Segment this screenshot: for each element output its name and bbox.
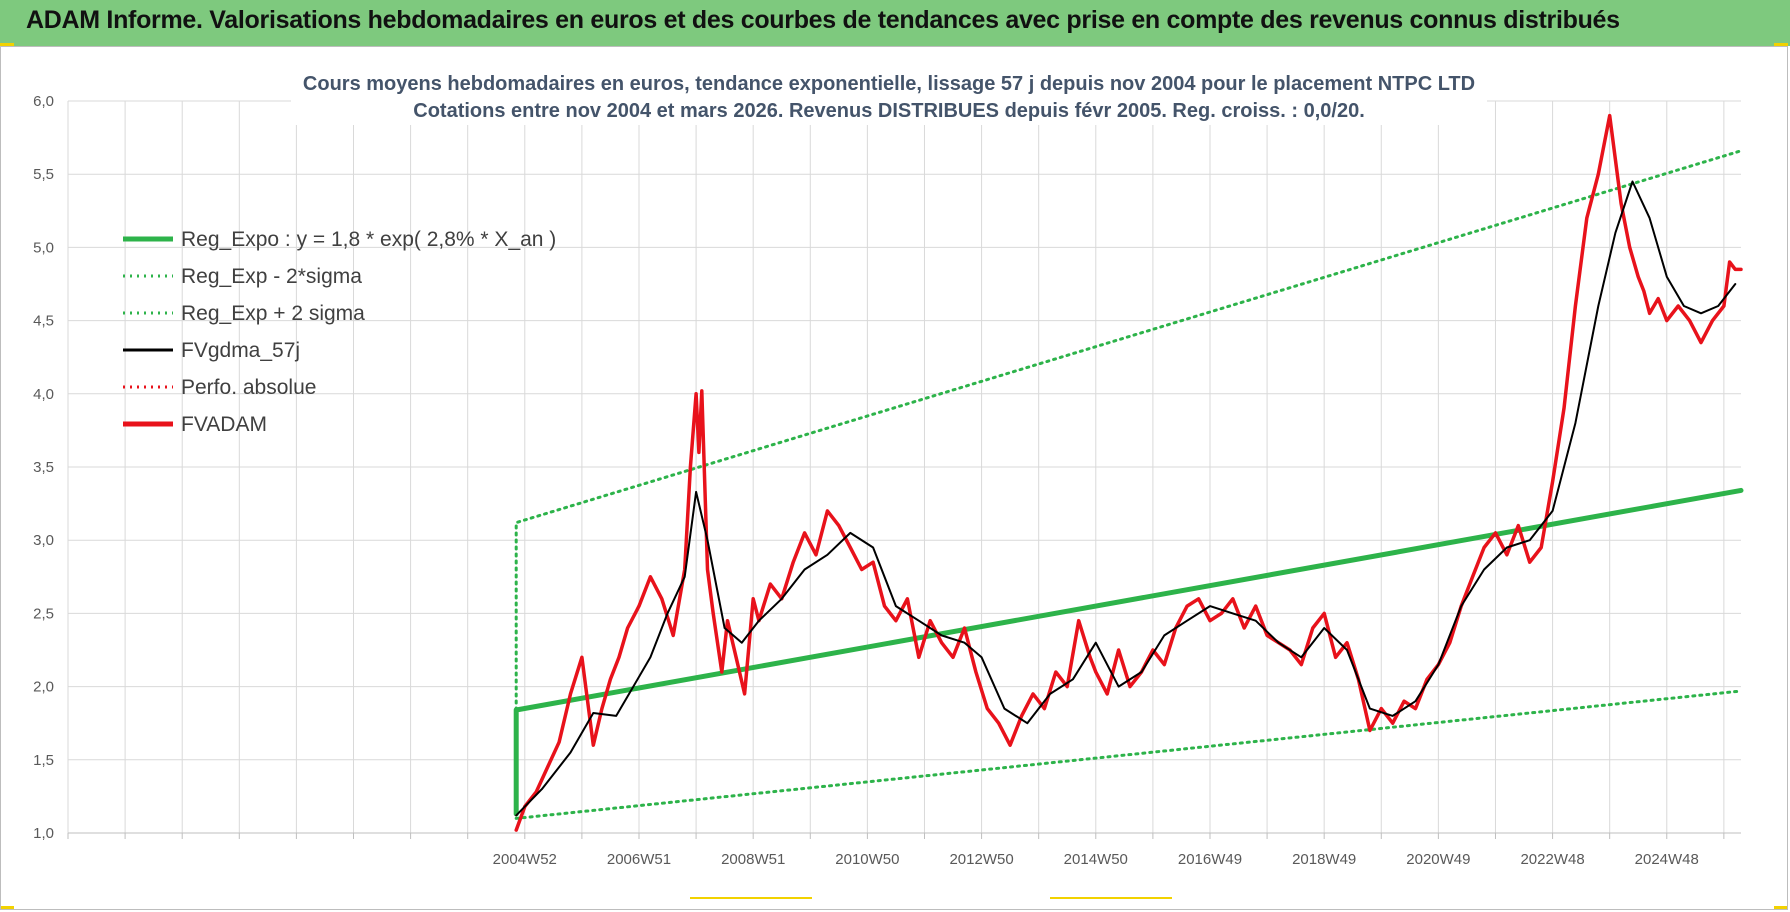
legend-label: Reg_Exp + 2 sigma (181, 302, 365, 325)
legend-label: Perfo. absolue (181, 376, 316, 399)
x-tick-label: 2024W48 (1635, 851, 1699, 868)
x-tick-label: 2010W50 (835, 851, 899, 868)
chart-title-block: Cours moyens hebdomadaires en euros, ten… (291, 67, 1487, 125)
y-tick-label: 4,0 (33, 386, 54, 403)
series-line (514, 113, 1743, 832)
corner-mark (1774, 43, 1788, 46)
y-tick-label: 6,0 (33, 93, 54, 110)
report-title: ADAM Informe. Valorisations hebdomadaire… (26, 6, 1620, 34)
series-line (514, 149, 1743, 712)
chart-title: Cours moyens hebdomadaires en euros, ten… (303, 73, 1475, 95)
x-tick-label: 2022W48 (1520, 851, 1584, 868)
y-tick-label: 2,0 (33, 679, 54, 696)
y-tick-label: 3,5 (33, 459, 54, 476)
x-tick-label: 2016W49 (1178, 851, 1242, 868)
y-tick-label: 1,0 (33, 825, 54, 842)
legend-label: Reg_Expo : y = 1,8 * exp( 2,8% * X_an ) (181, 228, 556, 251)
corner-mark (0, 43, 14, 46)
y-tick-label: 4,5 (33, 313, 54, 330)
chart-legend: Reg_Expo : y = 1,8 * exp( 2,8% * X_an ) R… (123, 228, 556, 436)
x-tick-label: 2004W52 (493, 851, 557, 868)
chart-subtitle: Cotations entre nov 2004 et mars 2026. R… (413, 100, 1365, 122)
chart-series (513, 113, 1744, 832)
corner-mark (0, 906, 14, 909)
y-tick-label: 2,5 (33, 605, 54, 622)
x-tick-label: 2018W49 (1292, 851, 1356, 868)
bottom-tab-mark (690, 897, 812, 899)
chart-grid (67, 100, 1741, 834)
corner-mark (1774, 906, 1788, 909)
line-chart: 1,0 1,5 2,0 2,5 3,0 3,5 4,0 4,5 5,0 5,5 6,0 2004W52… (33, 67, 1744, 868)
chart-axes: 1,0 1,5 2,0 2,5 3,0 3,5 4,0 4,5 5,0 5,5 6,0 2004W52… (33, 93, 1741, 868)
x-tick-label: 2006W51 (607, 851, 671, 868)
x-tick-label: 2020W49 (1406, 851, 1470, 868)
legend-label: FVgdma_57j (181, 339, 300, 362)
legend-label: Reg_Exp - 2*sigma (181, 265, 362, 288)
x-tick-label: 2008W51 (721, 851, 785, 868)
y-tick-label: 5,0 (33, 239, 54, 256)
report-header-banner: ADAM Informe. Valorisations hebdomadaire… (0, 0, 1790, 46)
series-line (514, 689, 1743, 820)
y-tick-label: 5,5 (33, 166, 54, 183)
y-tick-label: 3,0 (33, 532, 54, 549)
y-tick-label: 1,5 (33, 752, 54, 769)
chart-title-background (291, 67, 1487, 125)
chart-frame: 1,0 1,5 2,0 2,5 3,0 3,5 4,0 4,5 5,0 5,5 6,0 2004W52… (0, 46, 1788, 910)
legend-label: FVADAM (181, 413, 267, 436)
x-tick-label: 2014W50 (1064, 851, 1128, 868)
x-tick-label: 2012W50 (949, 851, 1013, 868)
series-line (515, 180, 1737, 817)
bottom-tab-mark (1050, 897, 1172, 899)
series-line (513, 487, 1744, 817)
